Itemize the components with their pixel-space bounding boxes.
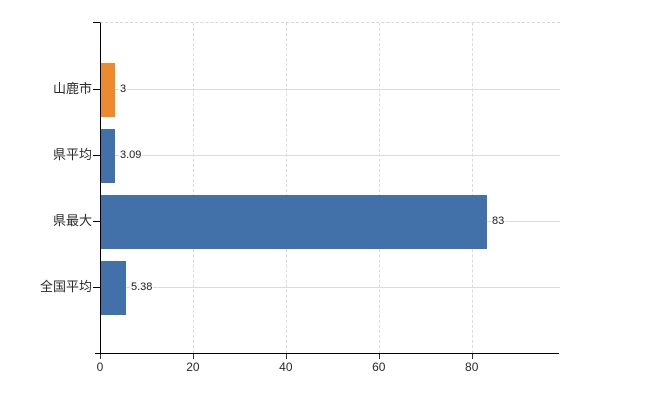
category-label-3: 県最大 <box>52 213 92 228</box>
bar-2 <box>101 129 115 183</box>
category-gridline <box>101 155 560 156</box>
bar-4 <box>101 261 126 315</box>
x-axis-tick-label: 40 <box>279 360 293 374</box>
x-axis-tick <box>192 354 194 359</box>
y-axis-tick <box>93 221 100 222</box>
bar-value-label: 3.09 <box>119 149 143 161</box>
x-axis-tick <box>378 354 380 359</box>
y-axis-tick <box>93 89 100 90</box>
x-axis-tick <box>285 354 287 359</box>
x-axis-tick <box>100 354 101 359</box>
x-axis-tick-label: 0 <box>96 360 104 374</box>
bar-value-label: 5.38 <box>130 281 154 293</box>
y-axis-top-tick <box>93 22 100 23</box>
category-gridline <box>101 89 560 90</box>
bar-3 <box>101 195 487 249</box>
vertical-gridline <box>192 23 194 353</box>
category-gridline <box>101 287 560 288</box>
x-axis-tick <box>471 354 473 359</box>
y-axis-tick <box>93 287 100 288</box>
category-label-1: 山鹿市 <box>52 81 92 96</box>
x-axis-line <box>95 353 559 354</box>
bar-value-label: 83 <box>491 215 506 227</box>
vertical-gridline <box>378 23 380 353</box>
x-axis-tick-label: 60 <box>372 360 386 374</box>
vertical-gridline <box>471 23 473 353</box>
category-label-2: 県平均 <box>52 147 92 162</box>
bar-1 <box>101 63 115 117</box>
category-label-4: 全国平均 <box>39 279 92 294</box>
bar-value-label: 3 <box>119 83 128 95</box>
x-axis-tick-label: 80 <box>465 360 479 374</box>
vertical-gridline <box>285 23 287 353</box>
x-axis-tick-label: 20 <box>186 360 200 374</box>
plot-area: 3 3.09 83 5.38 <box>100 22 560 353</box>
y-axis-tick <box>93 155 100 156</box>
